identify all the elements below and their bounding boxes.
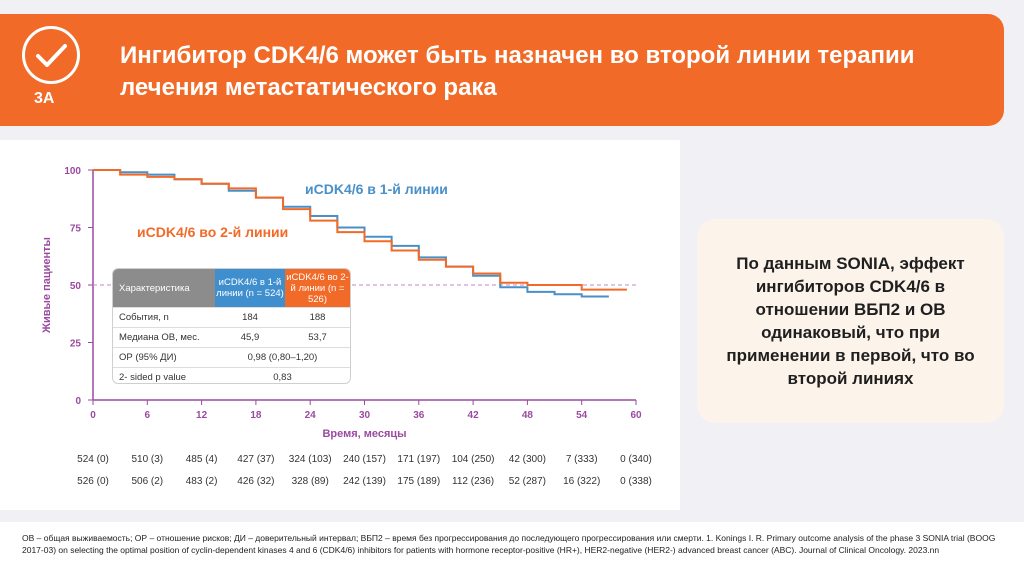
at-risk-value: 510 (3) [131,454,163,465]
callout-box: По данным SONIA, эффект ингибиторов CDK4… [697,219,1004,423]
at-risk-value: 0 (338) [620,476,652,487]
x-tick-label: 18 [250,410,262,421]
at-risk-value: 104 (250) [452,454,495,465]
at-risk-value: 175 (189) [397,476,440,487]
table-header-label: Характеристика [113,269,215,308]
row-value-second: 53,7 [285,327,350,348]
table-header-first-line: иCDK4/6 в 1-й линии (n = 524) [215,269,285,308]
at-risk-value: 427 (37) [237,454,274,465]
row-value-merged: 0,83 [215,367,350,383]
x-tick-label: 30 [359,410,371,421]
at-risk-value: 42 (300) [509,454,546,465]
row-value-second: 188 [285,307,350,328]
at-risk-value: 485 (4) [186,454,218,465]
footnote: ОВ – общая выживаемость; ОР – отношение … [0,522,1024,574]
y-tick-label: 75 [70,224,82,235]
y-tick-label: 50 [70,281,82,292]
x-tick-label: 48 [522,410,534,421]
x-tick-label: 0 [90,410,96,421]
x-tick-label: 60 [630,410,642,421]
series-label-1: иCDK4/6 в 1-й линии [305,181,448,197]
row-label: События, n [113,307,215,328]
y-tick-label: 25 [70,339,82,350]
row-value-first: 45,9 [215,327,285,348]
table-row: ОР (95% ДИ) 0,98 (0,80–1,20) [113,347,350,368]
stats-table: Характеристика иCDK4/6 в 1-й линии (n = … [112,268,351,384]
table-header-second-line: иCDK4/6 во 2-й линии (n = 526) [285,269,350,308]
row-label: 2- sided p value [113,367,215,383]
table-row: 2- sided p value 0,83 [113,367,350,383]
badge-label: 3А [34,90,55,107]
at-risk-value: 112 (236) [452,476,494,487]
y-axis-label: Живые пациенты [41,237,53,334]
page-title: Ингибитор CDK4/6 может быть назначен во … [120,42,915,101]
x-tick-label: 42 [468,410,480,421]
at-risk-value: 242 (139) [343,476,386,487]
at-risk-value: 7 (333) [566,454,598,465]
at-risk-value: 524 (0) [77,454,109,465]
x-tick-label: 36 [413,410,425,421]
x-tick-label: 12 [196,410,208,421]
series-label-2: иCDK4/6 во 2-й линии [137,224,288,240]
at-risk-value: 0 (340) [620,454,652,465]
at-risk-value: 328 (89) [292,476,329,487]
table-row: События, n 184 188 [113,307,350,328]
row-value-merged: 0,98 (0,80–1,20) [215,347,350,368]
at-risk-value: 16 (322) [563,476,600,487]
footnote-text: ОВ – общая выживаемость; ОР – отношение … [22,533,996,555]
at-risk-value: 52 (287) [509,476,546,487]
at-risk-value: 426 (32) [237,476,274,487]
x-tick-label: 24 [305,410,317,421]
callout-text: По данным SONIA, эффект ингибиторов CDK4… [726,254,975,388]
at-risk-value: 526 (0) [77,476,109,487]
series-line-2 [93,169,627,291]
at-risk-value: 506 (2) [131,476,163,487]
row-value-first: 184 [215,307,285,328]
header-banner: 3А Ингибитор CDK4/6 может быть назначен … [0,14,1004,126]
at-risk-value: 240 (157) [343,454,386,465]
survival-chart: 0 25 50 75 100 0 6 12 18 24 30 36 42 48 54 60 Время, мес… [41,166,652,487]
y-tick-label: 0 [75,396,81,407]
x-axis-label: Время, месяцы [322,428,406,440]
chart-panel: 0 25 50 75 100 0 6 12 18 24 30 36 42 48 54 60 Время, мес… [0,140,680,510]
at-risk-value: 324 (103) [289,454,332,465]
row-label: ОР (95% ДИ) [113,347,215,368]
table-row: Медиана ОВ, мес. 45,9 53,7 [113,327,350,348]
row-label: Медиана ОВ, мес. [113,327,215,348]
at-risk-value: 171 (197) [397,454,440,465]
x-tick-label: 6 [145,410,151,421]
at-risk-value: 483 (2) [186,476,218,487]
y-tick-label: 100 [64,166,81,177]
x-tick-label: 54 [576,410,588,421]
checkmark-badge-icon [22,26,80,84]
